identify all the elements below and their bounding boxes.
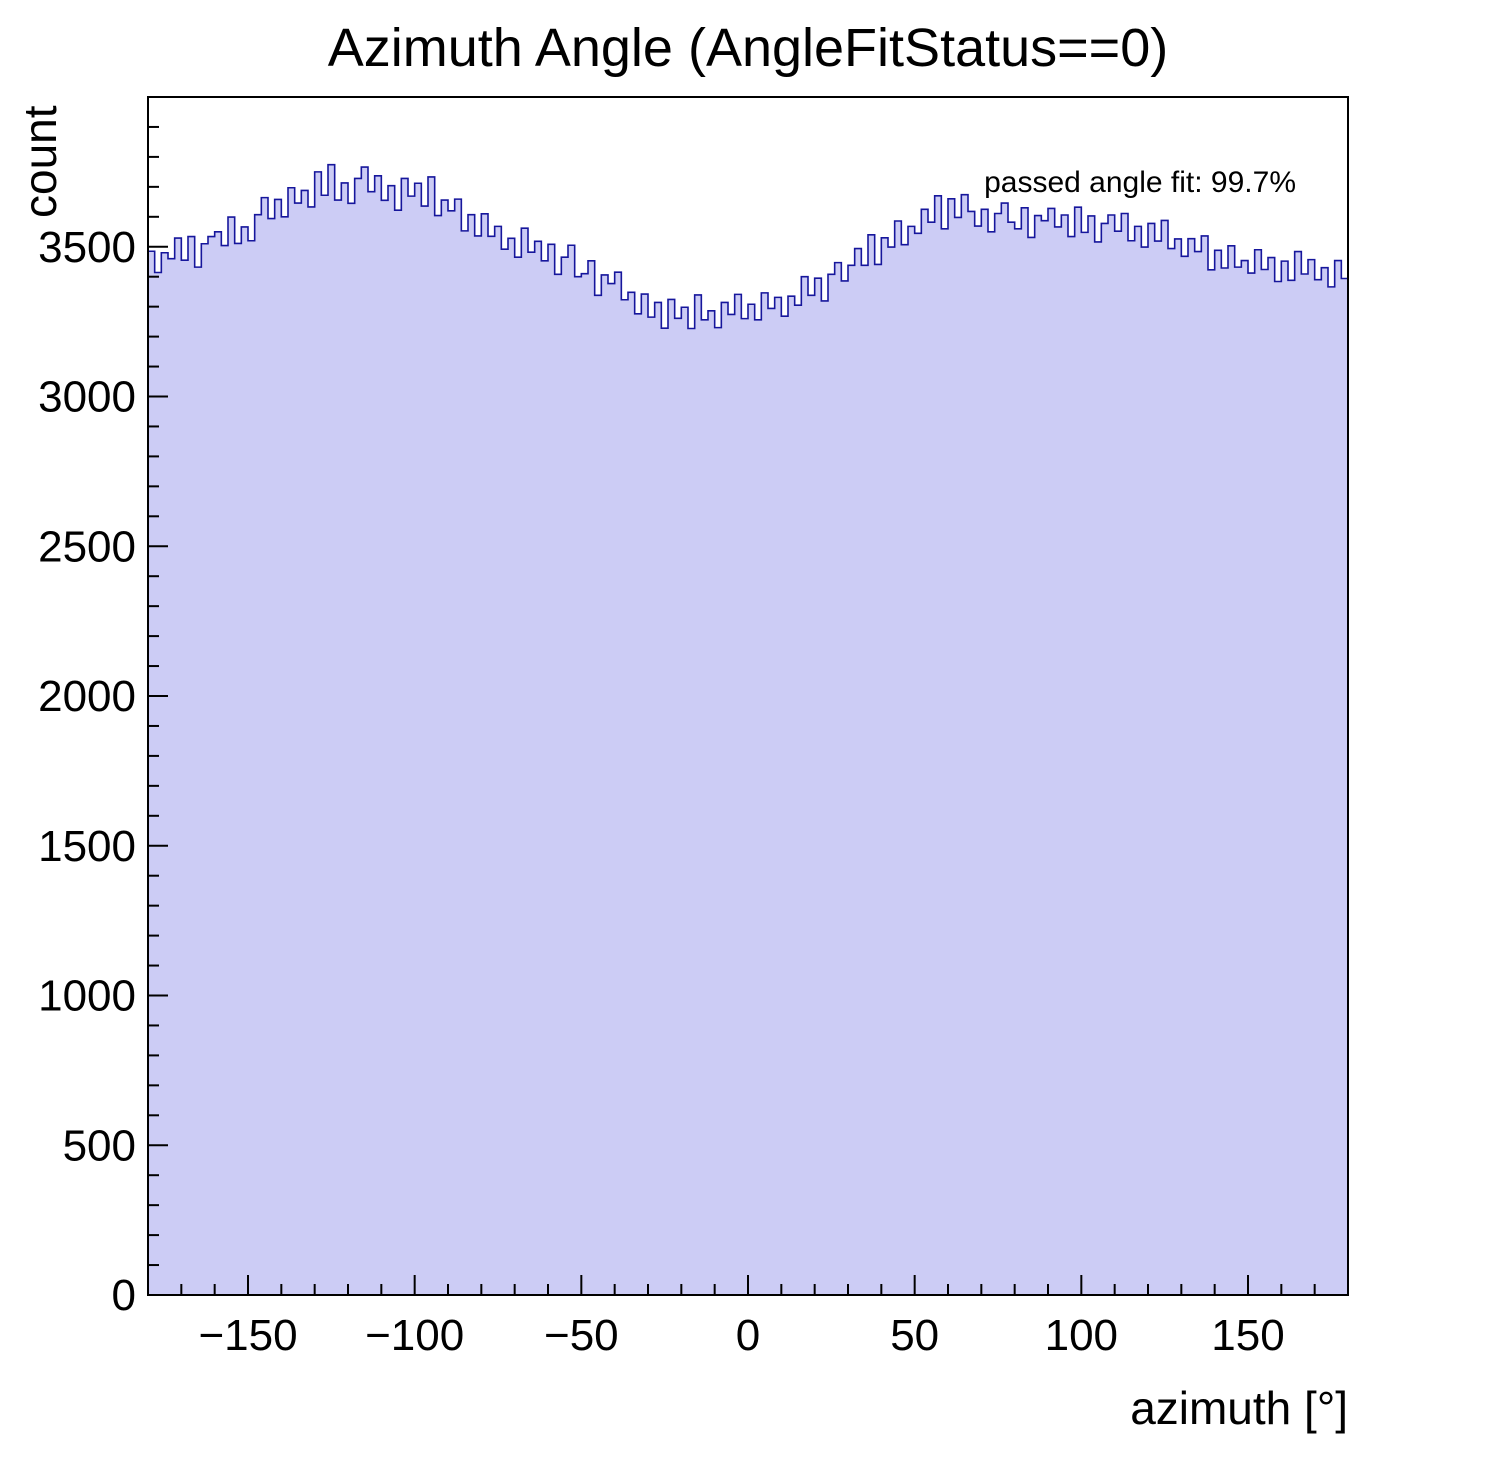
x-tick-label: −50 <box>544 1311 619 1360</box>
axis-tick-layer <box>147 125 1349 1296</box>
y-tick-label: 3000 <box>38 373 136 422</box>
y-tick-label: 2500 <box>38 522 136 571</box>
x-tick-label: 50 <box>890 1311 939 1360</box>
y-tick-label: 0 <box>112 1271 136 1320</box>
y-tick-label: 3500 <box>38 223 136 272</box>
x-tick-label: −100 <box>365 1311 464 1360</box>
y-tick-label: 1000 <box>38 972 136 1021</box>
x-axis-title: azimuth [°] <box>1130 1382 1348 1434</box>
histogram-layer <box>147 163 1349 1296</box>
plot-frame <box>147 96 1349 1296</box>
x-tick-label: 150 <box>1211 1311 1284 1360</box>
y-tick-label: 1500 <box>38 822 136 871</box>
y-tick-label: 500 <box>63 1121 136 1170</box>
x-tick-label: 100 <box>1045 1311 1118 1360</box>
y-tick-label: 2000 <box>38 672 136 721</box>
passed-angle-fit-annotation: passed angle fit: 99.7% <box>984 166 1296 199</box>
x-tick-label: −150 <box>198 1311 297 1360</box>
y-axis-title: count <box>14 105 66 218</box>
x-tick-label: 0 <box>736 1311 760 1360</box>
axis-tick-label-layer: 0 500 1000 1500 2000 2500 3000 3500 −150 −100 −50 0… <box>38 223 1285 1360</box>
histogram-path <box>147 163 1349 1296</box>
chart-title: Azimuth Angle (AngleFitStatus==0) <box>328 18 1168 78</box>
